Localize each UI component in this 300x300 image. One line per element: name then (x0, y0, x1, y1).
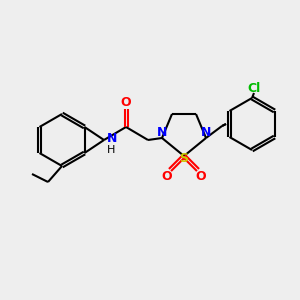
Text: H: H (107, 145, 116, 155)
Text: O: O (121, 95, 131, 109)
Text: S: S (179, 152, 188, 164)
Text: O: O (196, 170, 206, 184)
Text: N: N (201, 125, 211, 139)
Text: N: N (107, 133, 117, 146)
Text: N: N (157, 125, 167, 139)
Text: O: O (162, 170, 172, 184)
Text: Cl: Cl (248, 82, 261, 94)
